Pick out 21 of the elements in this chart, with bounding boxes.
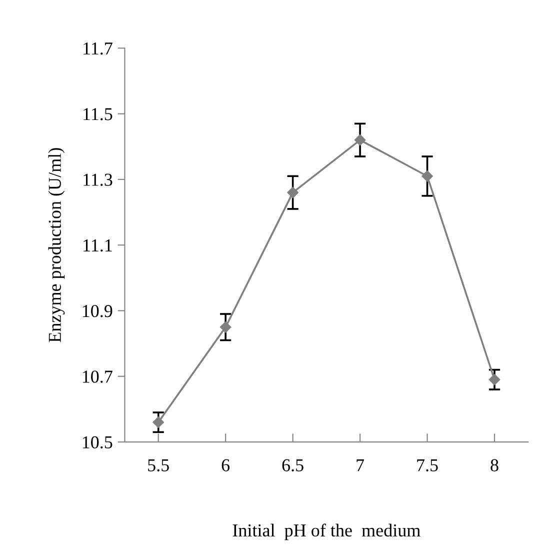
y-tick-label: 10.5	[82, 436, 112, 448]
y-tick-label: 11.7	[84, 42, 112, 55]
x-tick-label: 6	[222, 459, 230, 472]
y-tick-label: 10.7	[82, 370, 112, 383]
point	[152, 416, 164, 428]
y-tick-label: 10.9	[82, 304, 112, 318]
x-tick-label: 5.5	[148, 459, 169, 472]
point	[422, 170, 433, 182]
x-tick-label: 7.5	[417, 459, 438, 472]
x-tick-label: 8	[490, 459, 498, 472]
y-axis-title: Enzyme production (U/ml)	[48, 148, 65, 342]
point	[220, 322, 232, 333]
x-tick-label: 6.5	[282, 459, 304, 472]
point	[354, 134, 366, 146]
x-axis-title: Initial pH of the medium	[232, 524, 420, 540]
y-tick-label: 11.1	[84, 239, 112, 252]
point	[287, 186, 298, 198]
y-tick-label: 11.3	[84, 174, 112, 186]
point	[488, 374, 500, 386]
x-tick-label: 7	[356, 459, 364, 472]
y-tick-label: 11.5	[84, 108, 112, 120]
